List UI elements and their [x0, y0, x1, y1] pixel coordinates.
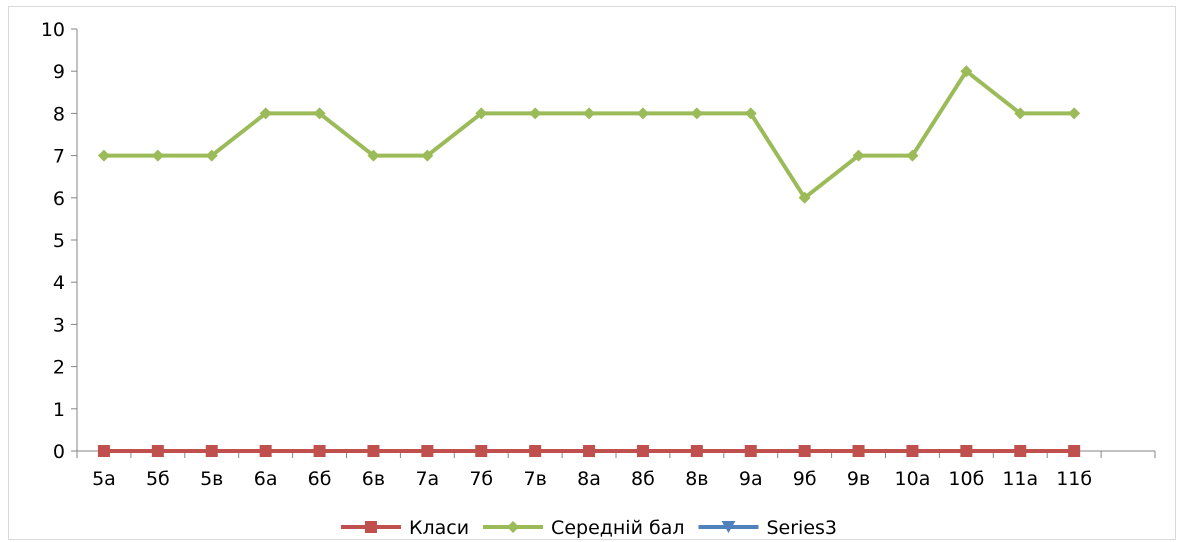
data-point	[744, 445, 757, 457]
data-point	[313, 445, 326, 457]
y-tick-label: 9	[53, 61, 65, 83]
data-point	[529, 445, 542, 457]
data-point	[313, 107, 326, 120]
data-point	[1014, 107, 1027, 120]
x-tick-label: 5б	[146, 468, 170, 490]
data-point	[690, 445, 703, 457]
y-tick-label: 7	[53, 146, 65, 168]
data-point	[636, 107, 649, 120]
x-tick-label: 8а	[577, 468, 601, 490]
x-tick-label: 8б	[631, 468, 655, 490]
x-tick-label: 10б	[948, 468, 984, 490]
x-tick-label: 11а	[1002, 468, 1038, 490]
x-axis-ticks: 5а 5б 5в 6а 6б 6в 7а 7б 7в 8а 8б 8в 9а 9б 9в 10а 10б 11а 1…	[76, 451, 1156, 490]
data-point	[475, 445, 488, 457]
y-tick-label: 1	[53, 399, 65, 421]
y-tick-label: 5	[53, 230, 65, 252]
data-point	[205, 445, 218, 457]
data-point	[421, 445, 434, 457]
legend-item-1: Класи	[340, 517, 469, 539]
data-point	[151, 445, 164, 457]
legend-label: Series3	[766, 517, 837, 539]
y-tick-label: 10	[41, 19, 65, 41]
data-point	[475, 107, 488, 120]
data-point	[798, 445, 811, 457]
data-point	[367, 149, 380, 162]
legend-label: Класи	[409, 517, 469, 539]
data-point	[259, 445, 272, 457]
data-point	[205, 149, 218, 162]
series-2	[97, 65, 1081, 204]
legend-label: Середній бал	[551, 517, 684, 539]
data-point	[259, 107, 272, 120]
series-1	[97, 445, 1081, 457]
data-point	[1068, 107, 1081, 120]
legend-marker	[364, 521, 377, 533]
x-tick-label: 7б	[469, 468, 493, 490]
data-point	[529, 107, 542, 120]
x-tick-label: 7а	[415, 468, 439, 490]
y-tick-label: 2	[53, 357, 65, 379]
data-point	[906, 149, 919, 162]
data-point	[690, 107, 703, 120]
x-tick-label: 10а	[895, 468, 931, 490]
x-tick-label: 5в	[200, 468, 223, 490]
y-tick-label: 6	[53, 188, 65, 210]
data-point	[960, 445, 973, 457]
data-point	[744, 107, 757, 120]
y-axis-ticks: 0 1 2 3 4 5 6 7 8 9 10	[41, 19, 77, 463]
x-tick-label: 6б	[308, 468, 332, 490]
data-point	[367, 445, 380, 457]
data-point	[906, 445, 919, 457]
x-tick-label: 9б	[793, 468, 817, 490]
data-point	[583, 107, 596, 120]
x-tick-label: 11б	[1056, 468, 1092, 490]
x-tick-label: 7в	[524, 468, 547, 490]
legend: Класи Середній бал Series3	[340, 517, 837, 539]
data-point	[636, 445, 649, 457]
x-tick-label: 6в	[362, 468, 385, 490]
data-point	[97, 445, 110, 457]
y-tick-label: 0	[53, 441, 65, 463]
legend-item-3: Series3	[698, 517, 837, 539]
data-point	[1068, 445, 1081, 457]
data-point	[583, 445, 596, 457]
data-point	[960, 65, 973, 78]
data-point	[97, 149, 110, 162]
y-tick-label: 8	[53, 103, 65, 125]
data-point	[421, 149, 434, 162]
series-layer	[97, 65, 1081, 457]
x-tick-label: 5а	[92, 468, 116, 490]
series-line	[103, 69, 1075, 200]
data-point	[1014, 445, 1027, 457]
legend-marker	[507, 521, 520, 533]
data-point	[798, 191, 811, 204]
x-tick-label: 9а	[739, 468, 763, 490]
legend-item-2: Середній бал	[483, 517, 684, 539]
data-point	[852, 149, 865, 162]
legend-marker	[721, 521, 736, 533]
data-point	[852, 445, 865, 457]
x-tick-label: 8в	[685, 468, 708, 490]
data-point	[151, 149, 164, 162]
y-tick-label: 4	[53, 272, 65, 294]
x-tick-label: 6а	[254, 468, 278, 490]
y-tick-label: 3	[53, 314, 65, 336]
x-tick-label: 9в	[847, 468, 870, 490]
